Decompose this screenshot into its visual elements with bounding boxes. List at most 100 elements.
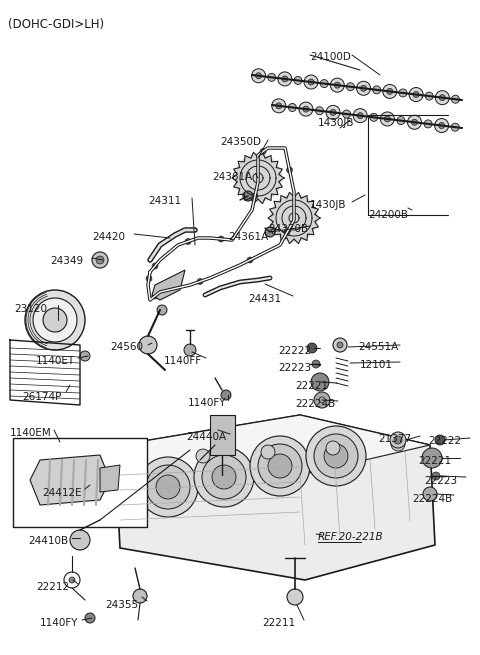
Text: 1430JB: 1430JB — [318, 118, 355, 128]
Circle shape — [435, 90, 449, 105]
Circle shape — [311, 373, 329, 391]
Circle shape — [185, 238, 191, 244]
Circle shape — [337, 342, 343, 348]
Circle shape — [196, 449, 210, 463]
Circle shape — [287, 589, 303, 605]
Circle shape — [439, 122, 444, 128]
Text: 22223: 22223 — [278, 363, 311, 373]
Circle shape — [157, 305, 167, 315]
Circle shape — [261, 445, 275, 459]
Circle shape — [131, 453, 145, 467]
Circle shape — [278, 72, 292, 86]
Text: 22221: 22221 — [295, 381, 328, 391]
Text: 24440A: 24440A — [186, 432, 226, 442]
Text: 24560: 24560 — [110, 342, 143, 352]
Circle shape — [218, 236, 224, 242]
Circle shape — [252, 193, 258, 199]
Circle shape — [243, 191, 253, 201]
Text: 24410B: 24410B — [28, 536, 68, 546]
Circle shape — [284, 229, 290, 236]
Circle shape — [384, 116, 390, 122]
Circle shape — [202, 455, 246, 499]
Polygon shape — [30, 455, 110, 505]
Circle shape — [96, 256, 104, 264]
Circle shape — [451, 123, 459, 131]
Circle shape — [146, 465, 190, 509]
Circle shape — [252, 69, 265, 83]
Circle shape — [387, 88, 393, 94]
Text: 24355: 24355 — [105, 600, 138, 610]
Circle shape — [197, 278, 203, 284]
Circle shape — [409, 88, 423, 102]
Polygon shape — [120, 415, 430, 475]
Circle shape — [268, 73, 276, 81]
Circle shape — [25, 290, 85, 350]
Circle shape — [399, 89, 407, 97]
Circle shape — [451, 95, 459, 103]
Text: 24420: 24420 — [92, 232, 125, 242]
Circle shape — [152, 263, 158, 269]
Text: 22224B: 22224B — [295, 399, 335, 409]
Text: 1140EM: 1140EM — [10, 428, 52, 438]
Text: 24551A: 24551A — [358, 342, 398, 352]
Circle shape — [268, 454, 292, 478]
Circle shape — [276, 103, 282, 109]
Text: 21377: 21377 — [378, 434, 411, 444]
Circle shape — [247, 257, 253, 263]
Polygon shape — [100, 465, 120, 492]
Circle shape — [255, 73, 262, 79]
Circle shape — [308, 79, 314, 85]
Text: 22222: 22222 — [278, 346, 311, 356]
Circle shape — [422, 448, 442, 468]
Circle shape — [423, 487, 437, 501]
Circle shape — [314, 434, 358, 478]
Circle shape — [287, 167, 292, 173]
Circle shape — [70, 530, 90, 550]
Circle shape — [380, 112, 395, 126]
Circle shape — [152, 293, 158, 299]
Circle shape — [288, 103, 296, 111]
Text: 1140ET: 1140ET — [36, 356, 75, 366]
Circle shape — [212, 465, 236, 489]
Circle shape — [357, 113, 363, 119]
Circle shape — [334, 82, 340, 88]
Circle shape — [424, 120, 432, 128]
Circle shape — [184, 344, 196, 356]
Circle shape — [307, 343, 317, 353]
Circle shape — [397, 117, 405, 124]
Text: 24431: 24431 — [248, 294, 281, 304]
Circle shape — [372, 86, 381, 94]
Circle shape — [439, 95, 445, 101]
Text: REF.20-221B: REF.20-221B — [318, 532, 384, 542]
Circle shape — [435, 119, 449, 132]
Text: 24350D: 24350D — [220, 137, 261, 147]
Circle shape — [390, 432, 406, 448]
Text: 23120: 23120 — [14, 304, 47, 314]
Circle shape — [260, 149, 266, 155]
Circle shape — [133, 589, 147, 603]
Circle shape — [265, 227, 275, 237]
Text: 22212: 22212 — [36, 582, 69, 592]
Text: 24311: 24311 — [148, 196, 181, 206]
Circle shape — [33, 298, 77, 342]
Circle shape — [272, 99, 286, 113]
Text: 1430JB: 1430JB — [310, 200, 347, 210]
Circle shape — [270, 194, 318, 242]
Circle shape — [194, 447, 254, 507]
Text: 22211: 22211 — [262, 618, 295, 628]
Text: 24361A: 24361A — [228, 232, 268, 242]
Circle shape — [146, 276, 152, 282]
Circle shape — [408, 115, 421, 129]
Text: 22223: 22223 — [424, 476, 457, 486]
Circle shape — [413, 92, 419, 98]
Circle shape — [156, 475, 180, 499]
Circle shape — [435, 435, 445, 445]
Circle shape — [80, 351, 90, 361]
Circle shape — [432, 472, 440, 480]
Circle shape — [360, 85, 367, 91]
Circle shape — [92, 252, 108, 268]
Circle shape — [394, 436, 402, 444]
Text: 22224B: 22224B — [412, 494, 452, 504]
Text: 24412E: 24412E — [42, 488, 82, 498]
Text: 24100D: 24100D — [310, 52, 351, 62]
